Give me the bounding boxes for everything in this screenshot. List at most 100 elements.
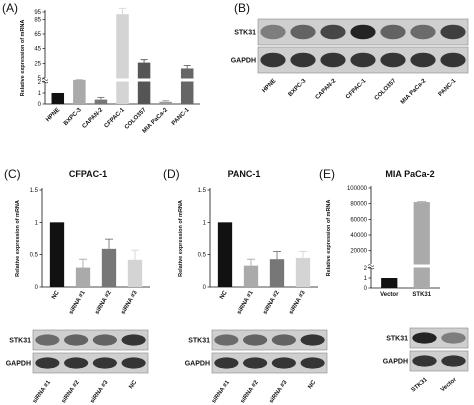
blot-e-row-label: STK31 [386, 336, 408, 343]
blot-d-band [271, 357, 296, 369]
blot-e-lane-label: Vector [440, 377, 458, 394]
chart-c-category-label: siRNA #1 [68, 289, 87, 315]
blot-b-lane-label: CFPAC-1 [345, 78, 368, 101]
chart-d-ylabel: Relative expression of mRNA [178, 200, 184, 277]
chart-c: 0 0.5 1 1.5 Relative expression of mRNA NC siR… [15, 188, 150, 316]
blot-d: STK31 GAPDH siRNA #1 siRNA #2 siRNA #3 NC [185, 329, 328, 405]
blot-b-band [290, 52, 316, 68]
chart-d-bar [243, 265, 259, 287]
blot-d-row-strip [211, 329, 328, 351]
chart-d-ytick-label: 0 [203, 285, 207, 291]
blot-b-band [380, 24, 406, 40]
panel-letter-e: (E) [319, 167, 335, 181]
chart-a-ytick-label: 5 [38, 76, 42, 82]
blot-b-band [290, 24, 316, 40]
chart-c-ytick-label: 0.5 [30, 253, 39, 259]
chart-e-ytick-label: 80000 [350, 202, 367, 208]
panel-letter-c: (C) [4, 167, 21, 181]
blot-b-band [350, 52, 376, 68]
blot-b-band [410, 24, 436, 40]
blot-b-band [260, 24, 286, 40]
blot-c-band [92, 334, 117, 346]
blot-c: STK31 GAPDH siRNA #1 siRNA #2 siRNA #3 NC [6, 329, 149, 405]
blot-c-row-label: GAPDH [6, 361, 31, 368]
blot-b-row-label: STK31 [234, 30, 256, 37]
chart-e-ytick-label: 40000 [350, 233, 367, 239]
blot-b-lane-label: HPNE [261, 78, 277, 94]
blot-c-lane-label: NC [128, 379, 138, 390]
blot-c-row-label: STK31 [9, 338, 31, 345]
chart-a-category-label: PANC-1 [171, 107, 191, 127]
blot-d-lane-label: siRNA #1 [211, 379, 231, 404]
blot-b-lane-label: BXPC-3 [288, 78, 308, 98]
chart-a-ytick-label: 0 [38, 102, 42, 108]
chart-a-ytick-label: 1 [38, 91, 42, 97]
blot-b-band [320, 52, 346, 68]
blot-c-band [121, 334, 146, 346]
blot-b-lane-label: COLO357 [374, 78, 398, 102]
chart-e-category-label: Vector [380, 292, 399, 298]
blot-d-band [271, 334, 296, 346]
chart-d-category-label: NC [219, 289, 229, 300]
chart-c-ylabel: Relative expression of mRNA [15, 200, 21, 277]
chart-a-ytick-label: 25 [34, 61, 41, 67]
blot-c-band [35, 334, 60, 346]
blot-d-band [300, 357, 325, 369]
chart-a-bar [137, 62, 151, 104]
chart-a-ytick-label: 2 [38, 80, 42, 86]
chart-e-ytick-label: 100000 [347, 186, 368, 192]
chart-a-axis-break-gap [42, 78, 48, 82]
blot-d-band [300, 334, 325, 346]
blot-b-band [260, 52, 286, 68]
blot-c-lane-label: siRNA #1 [32, 379, 52, 404]
panel-c-title: CFPAC-1 [69, 169, 107, 179]
blot-d-band [243, 357, 268, 369]
chart-a-ytick-label: 95 [34, 10, 41, 16]
chart-d-category-label: siRNA #2 [262, 289, 281, 315]
blot-b-band [350, 24, 376, 40]
chart-e-ytick-label: 60000 [350, 217, 367, 223]
chart-a-bar [116, 14, 129, 105]
blot-b-lane-label: PANC-1 [438, 78, 458, 98]
blot-e: STK31 GAPDH STK31 Vector [383, 327, 469, 394]
chart-c-category-label: siRNA #3 [120, 289, 139, 315]
panel-letter-d: (D) [163, 167, 180, 181]
chart-d-ytick-label: 1.5 [198, 188, 207, 194]
blot-d-lane-label: siRNA #3 [269, 379, 289, 404]
chart-c-bar [127, 259, 143, 287]
chart-a-ytick-label: 45 [34, 47, 41, 53]
blot-b: STK31 GAPDH HPNE BXPC-3 CAPAN-2 CFPAC-1 COLO35… [231, 18, 469, 106]
chart-a-category-label: BXPC-3 [63, 107, 83, 127]
blot-c-band [35, 357, 60, 369]
chart-a-bar [94, 99, 108, 104]
chart-d-ytick-label: 1 [203, 220, 207, 226]
blot-e-band [412, 332, 437, 344]
chart-d: 0 0.5 1 1.5 Relative expression of mRNA NC siR… [178, 188, 318, 316]
panel-d-title: PANC-1 [228, 169, 261, 179]
chart-e-ylabel: Relative expression of mRNA [326, 200, 332, 277]
blot-d-lane-label: siRNA #2 [240, 379, 260, 404]
blot-b-band [440, 24, 466, 40]
chart-c-ytick-label: 1.5 [30, 188, 39, 194]
chart-d-bar [269, 259, 285, 287]
blot-e-row-label: GAPDH [383, 359, 408, 366]
panel-e-title: MIA PaCa-2 [385, 169, 434, 179]
blot-c-band [64, 334, 89, 346]
chart-a-category-label: CAPAN-2 [82, 107, 105, 130]
blot-e-band [441, 355, 466, 367]
chart-a-bar-break [115, 78, 130, 82]
chart-e-ytick-label: 20000 [350, 249, 367, 255]
blot-b-band [380, 52, 406, 68]
chart-d-ytick-label: 0.5 [198, 253, 207, 259]
blot-e-band [441, 332, 466, 344]
chart-e: 0 1 2 20000 40000 60000 80000 100000 Relative ex… [326, 186, 440, 298]
blot-b-row-label: GAPDH [231, 58, 256, 65]
chart-a-bar-break [137, 78, 151, 82]
blot-b-band [440, 52, 466, 68]
chart-a-ytick-label: 85 [34, 17, 41, 23]
chart-e-ytick-label: 2 [364, 266, 368, 272]
blot-c-row-strip [32, 352, 149, 374]
blot-b-band [410, 52, 436, 68]
